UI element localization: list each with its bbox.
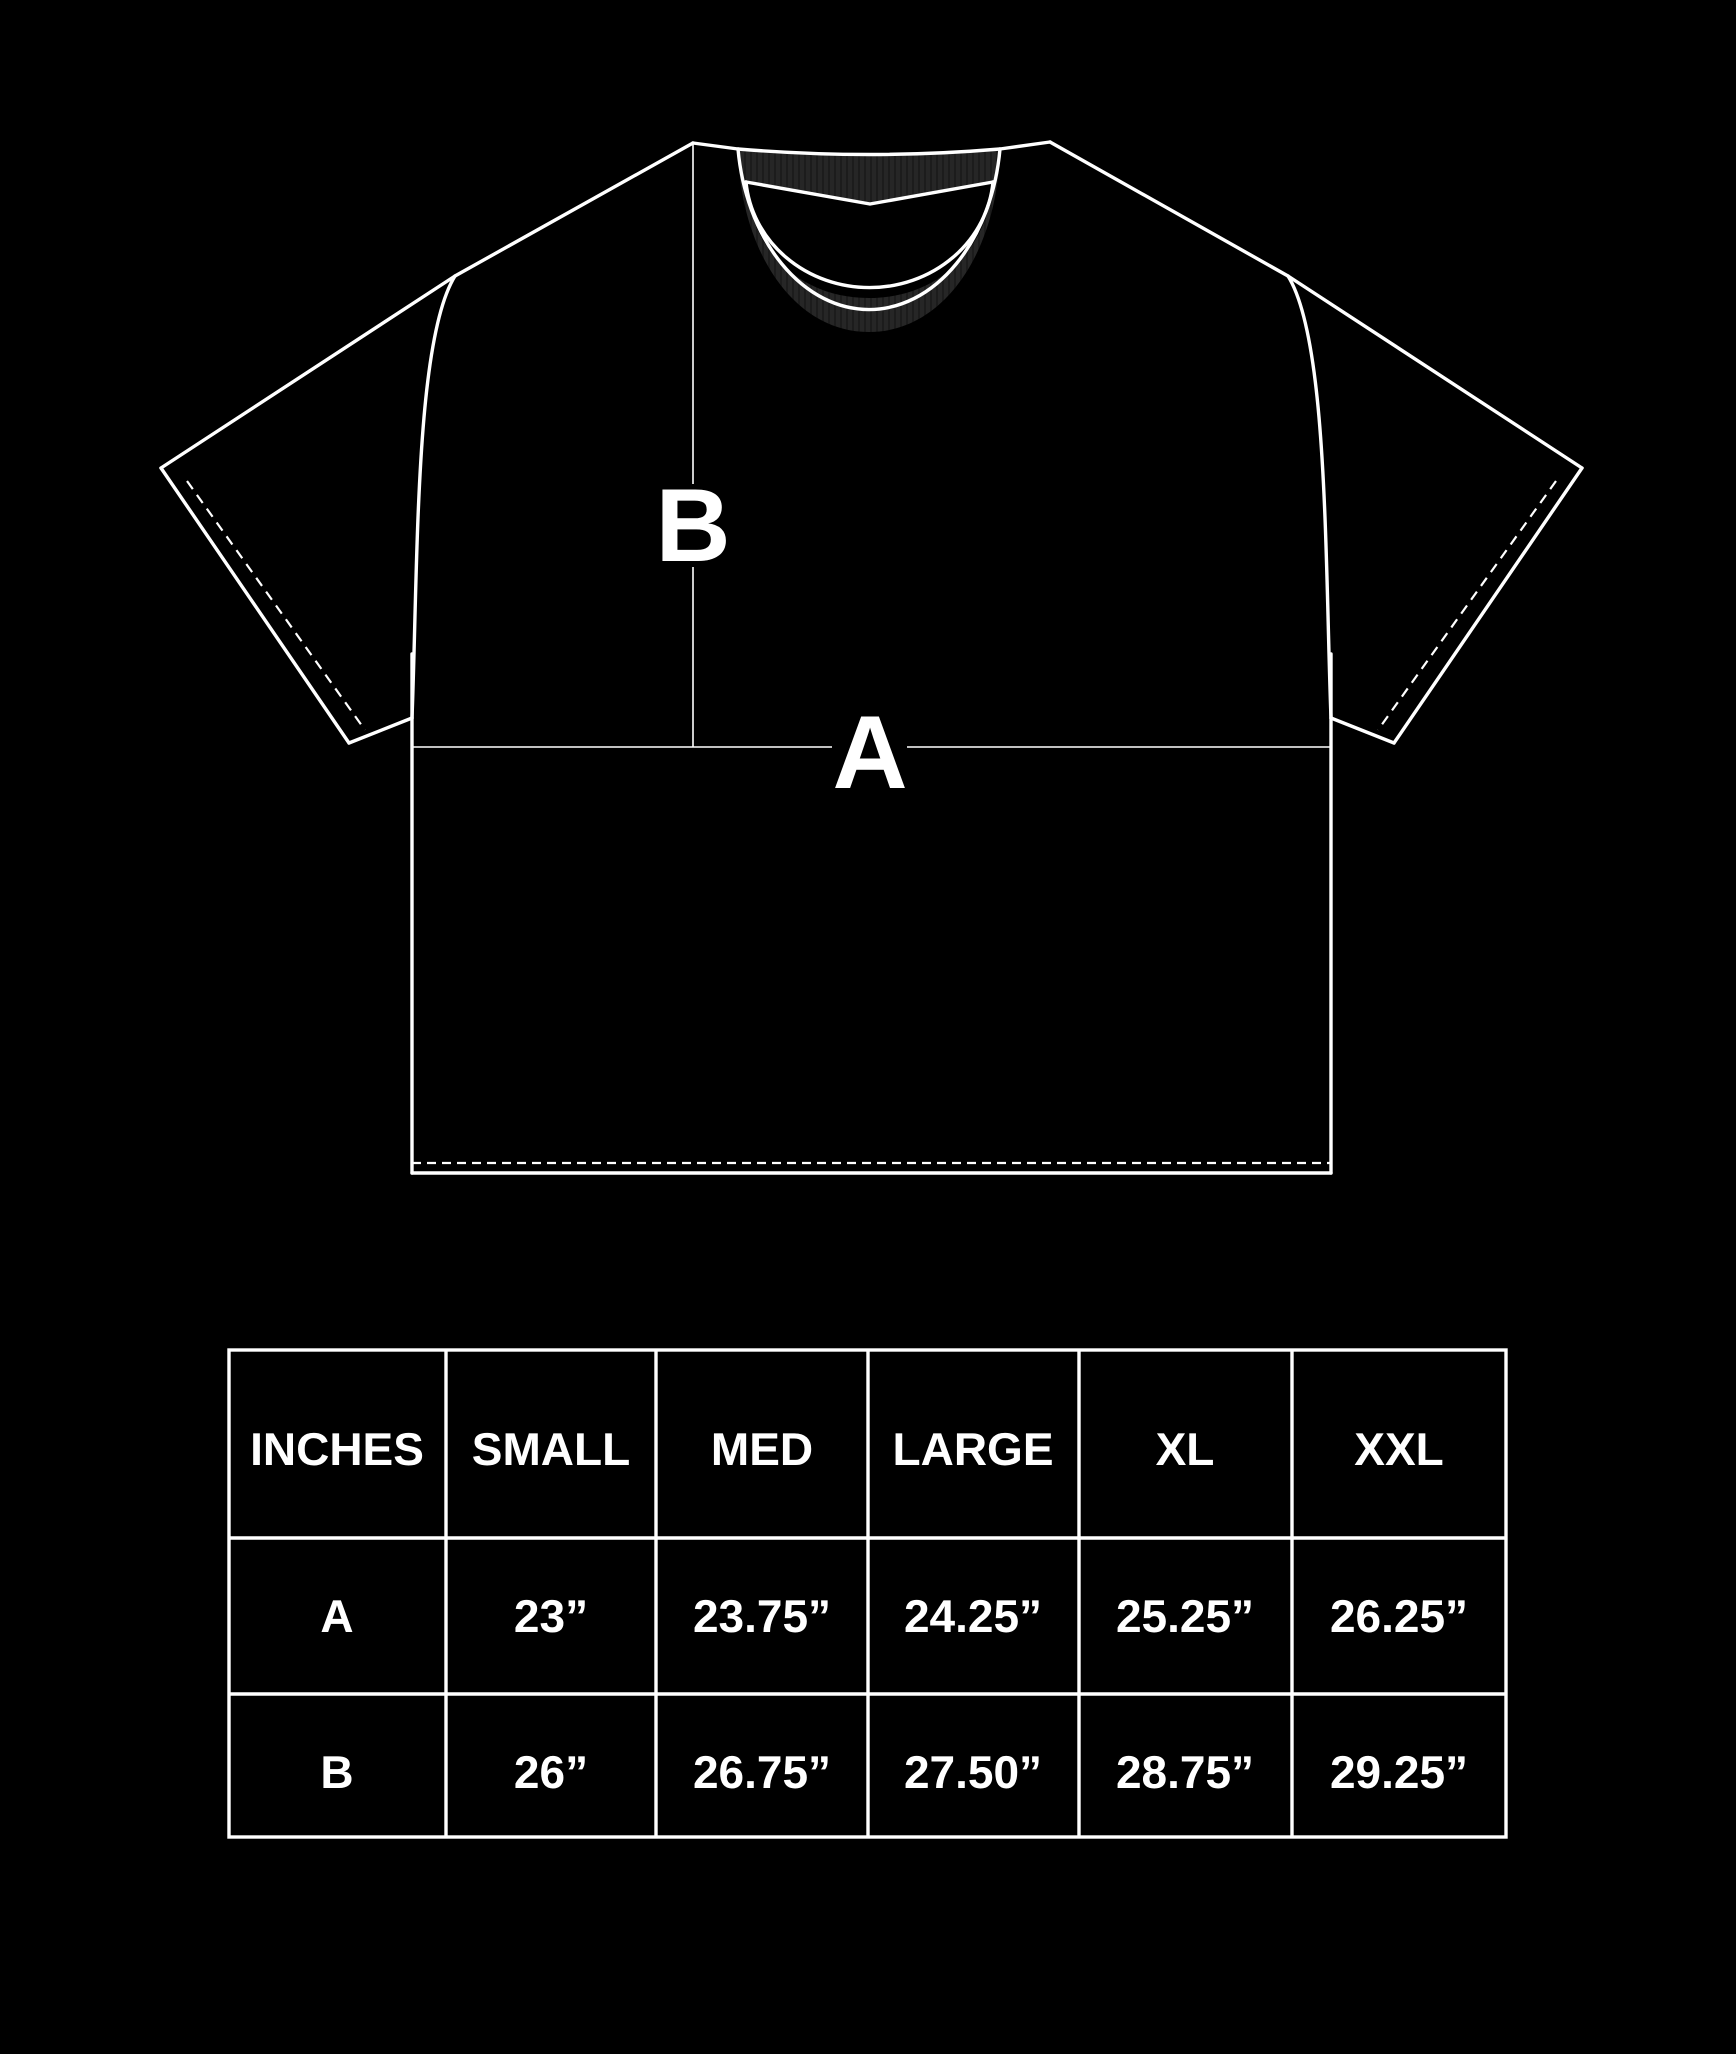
svg-text:B: B [655,468,730,584]
svg-text:23.75”: 23.75” [693,1590,831,1642]
svg-text:LARGE: LARGE [893,1423,1054,1475]
svg-text:A: A [832,695,907,811]
svg-text:26”: 26” [514,1746,588,1798]
svg-text:XL: XL [1156,1423,1215,1475]
svg-text:SMALL: SMALL [472,1423,630,1475]
svg-text:A: A [320,1590,353,1642]
svg-text:23”: 23” [514,1590,588,1642]
svg-text:29.25”: 29.25” [1330,1746,1468,1798]
svg-text:24.25”: 24.25” [904,1590,1042,1642]
svg-text:MED: MED [711,1423,813,1475]
svg-text:27.50”: 27.50” [904,1746,1042,1798]
svg-text:XXL: XXL [1354,1423,1443,1475]
svg-text:28.75”: 28.75” [1116,1746,1254,1798]
svg-text:26.25”: 26.25” [1330,1590,1468,1642]
svg-text:26.75”: 26.75” [693,1746,831,1798]
svg-text:INCHES: INCHES [250,1423,424,1475]
svg-text:B: B [320,1746,353,1798]
svg-text:25.25”: 25.25” [1116,1590,1254,1642]
